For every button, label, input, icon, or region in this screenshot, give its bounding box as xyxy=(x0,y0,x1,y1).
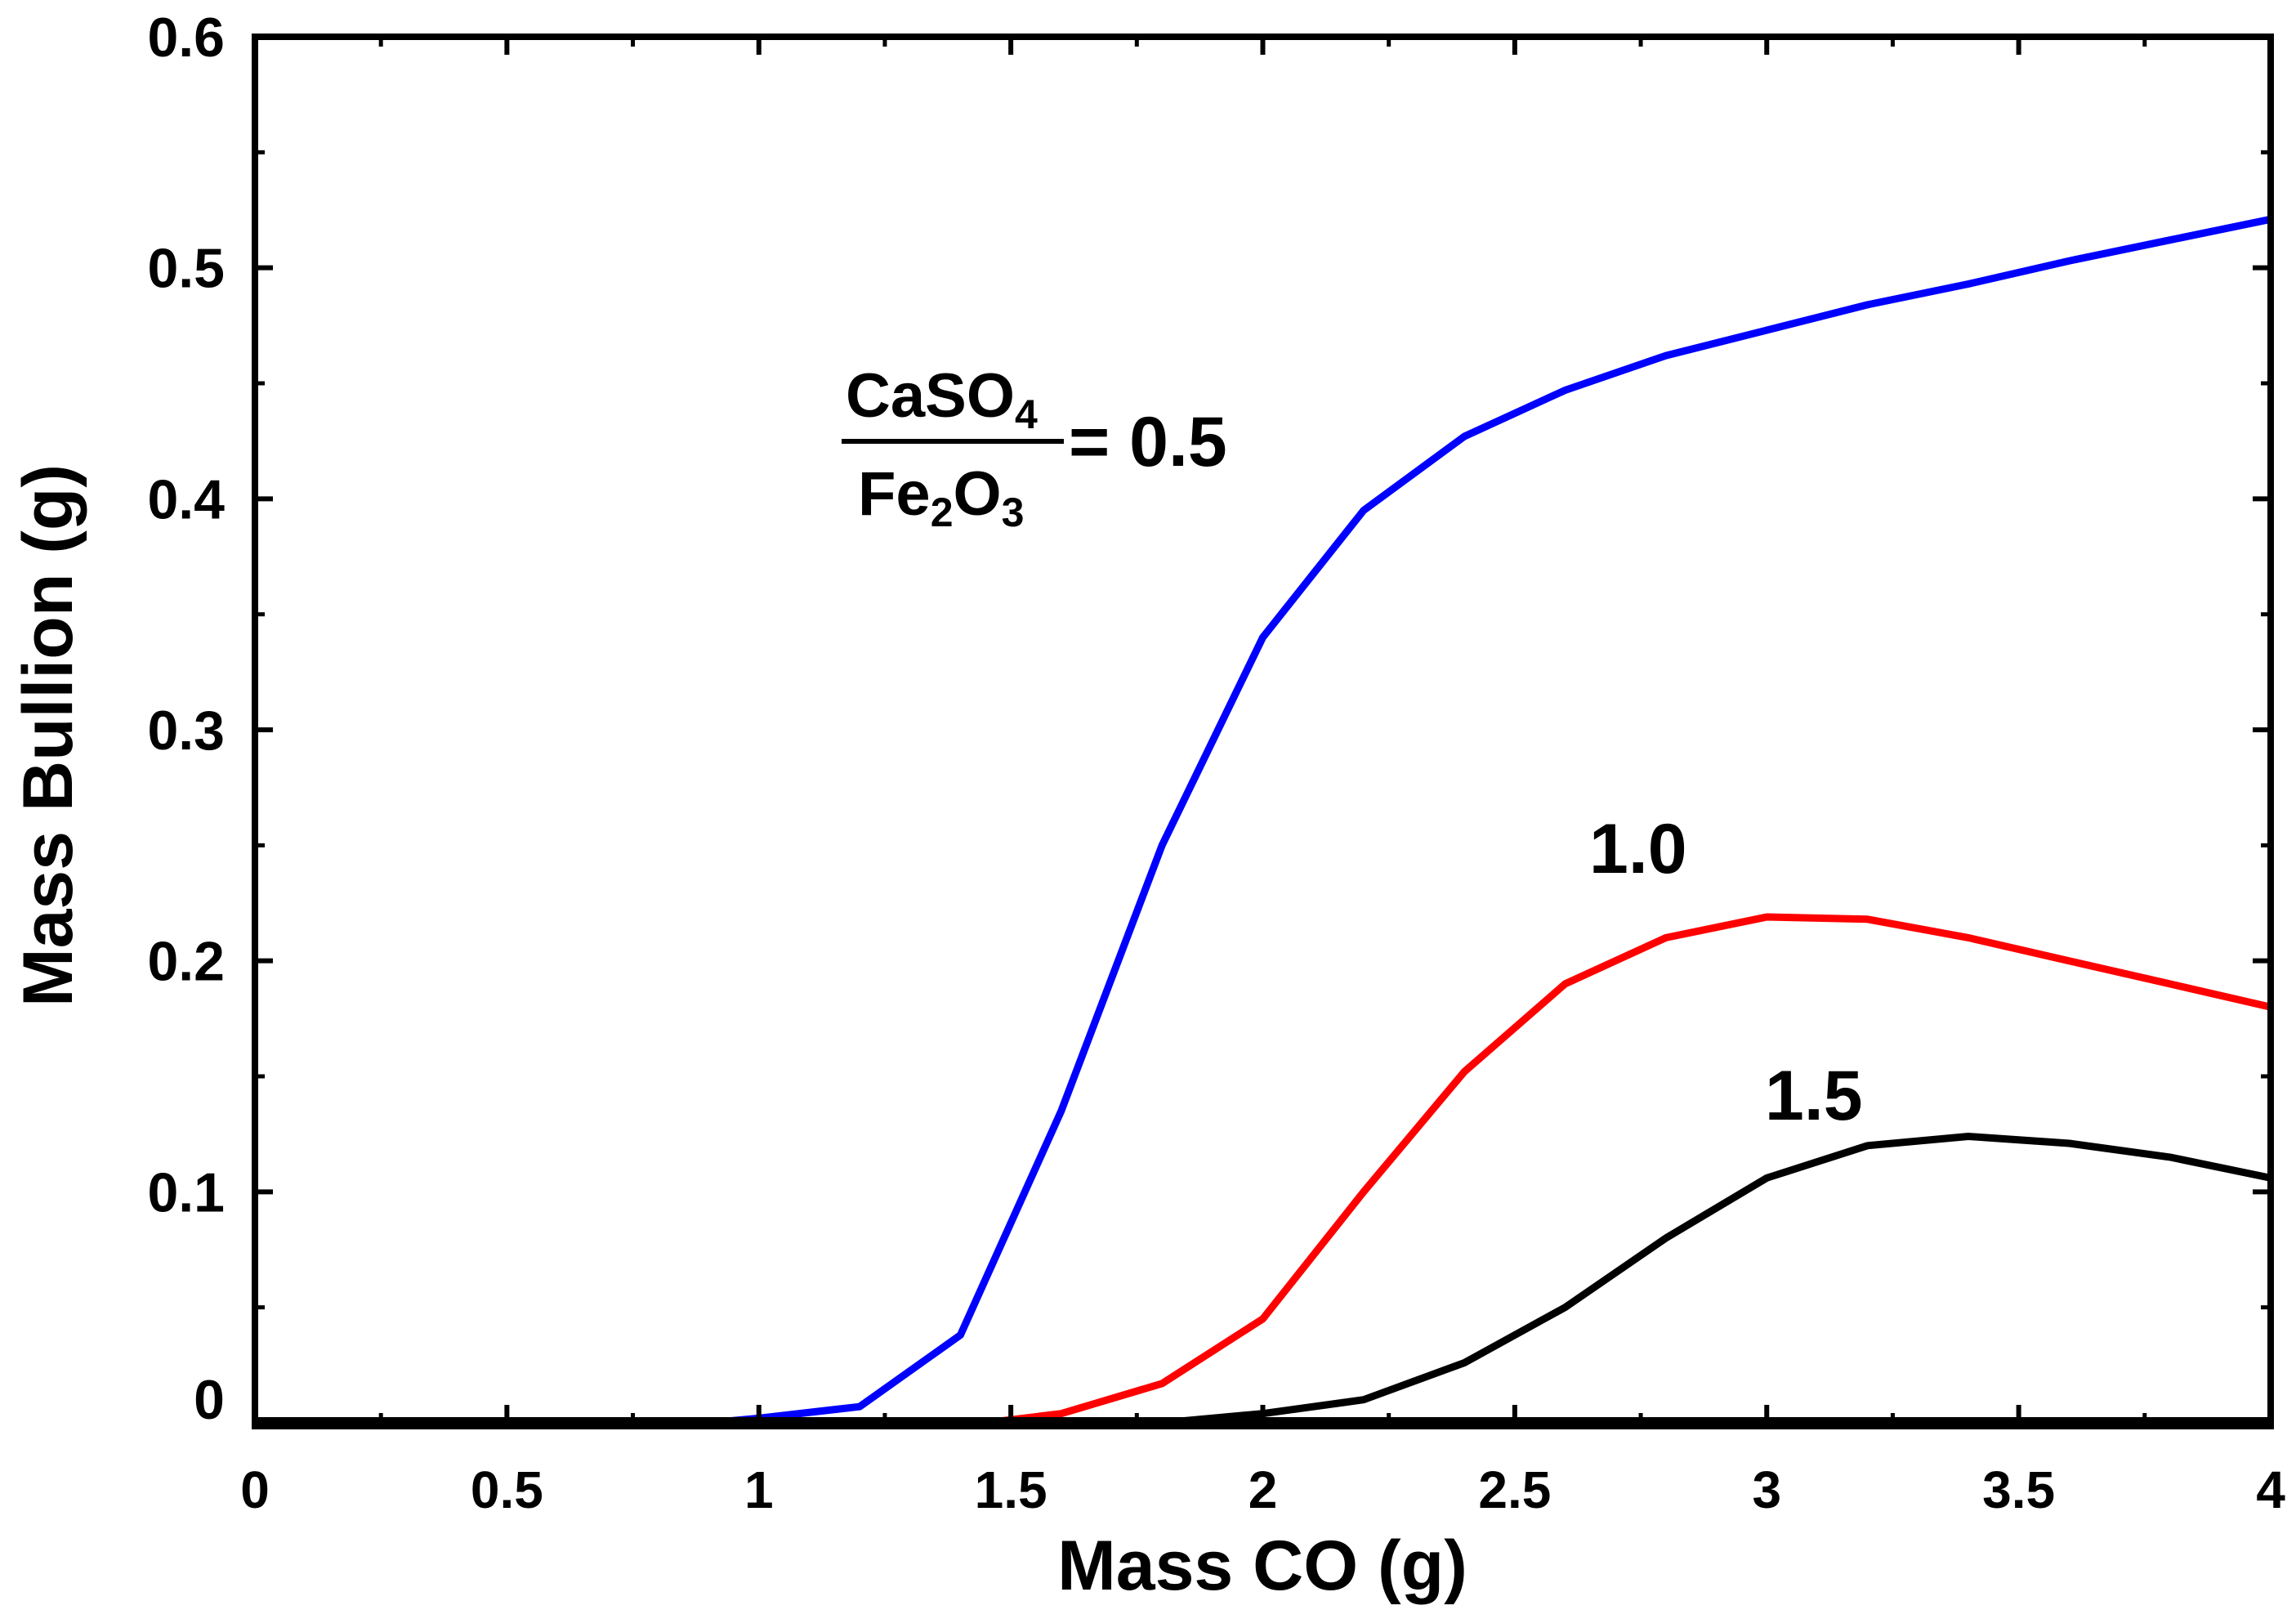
x-tick-label: 0.5 xyxy=(471,1460,543,1519)
plot-frame xyxy=(252,34,2274,1429)
ratio-annotation: CaSO4 Fe2O3 = 0.5 xyxy=(842,361,1227,535)
svg-text:CaSO4: CaSO4 xyxy=(846,361,1038,437)
series-line-1-5 xyxy=(255,1133,2271,1427)
annotation-equals: = 0.5 xyxy=(1069,403,1227,481)
y-tick-label: 0.6 xyxy=(147,7,225,69)
x-tick-label: 2 xyxy=(1249,1460,1278,1519)
y-tick-label: 0.4 xyxy=(147,468,225,530)
annotation-denominator-o: O xyxy=(954,459,1002,529)
annotation-denominator-fe: Fe xyxy=(858,459,931,529)
y-tick-label: 0.2 xyxy=(147,931,225,993)
x-tick-label: 4 xyxy=(2256,1460,2285,1519)
series-line-0-5 xyxy=(708,215,2271,1427)
annotation-numerator-sub: 4 xyxy=(1015,391,1038,437)
x-tick-label: 3.5 xyxy=(1982,1460,2055,1519)
axis-ticks: 0 0.5 1 1.5 2 2.5 3 3.5 4 0 0.1 0.2 0.3 0.4 0.5 0.6 xyxy=(147,7,2285,1519)
y-tick-label: 0.1 xyxy=(147,1161,225,1223)
annotation-denominator-sub1: 2 xyxy=(931,490,954,535)
y-axis-title: Mass Bullion (g) xyxy=(9,464,87,1007)
x-tick-label: 2.5 xyxy=(1478,1460,1551,1519)
annotation-denominator-sub2: 3 xyxy=(1002,490,1025,535)
x-tick-label: 1 xyxy=(744,1460,774,1519)
x-tick-label: 0 xyxy=(240,1460,270,1519)
plot-marks xyxy=(255,215,2272,1427)
y-tick-label: 0.5 xyxy=(147,238,225,300)
y-tick-label: 0 xyxy=(194,1369,225,1431)
series-line-1-0 xyxy=(985,913,2272,1427)
x-tick-label: 1.5 xyxy=(975,1460,1047,1519)
series-label-1-0: 1.0 xyxy=(1589,810,1687,888)
x-tick-label: 3 xyxy=(1752,1460,1781,1519)
annotation-numerator: CaSO xyxy=(846,361,1015,431)
y-tick-label: 0.3 xyxy=(147,700,225,762)
svg-text:Fe2O3: Fe2O3 xyxy=(858,459,1024,535)
series-label-1-5: 1.5 xyxy=(1765,1057,1863,1135)
x-axis-title: Mass CO (g) xyxy=(1057,1527,1467,1605)
